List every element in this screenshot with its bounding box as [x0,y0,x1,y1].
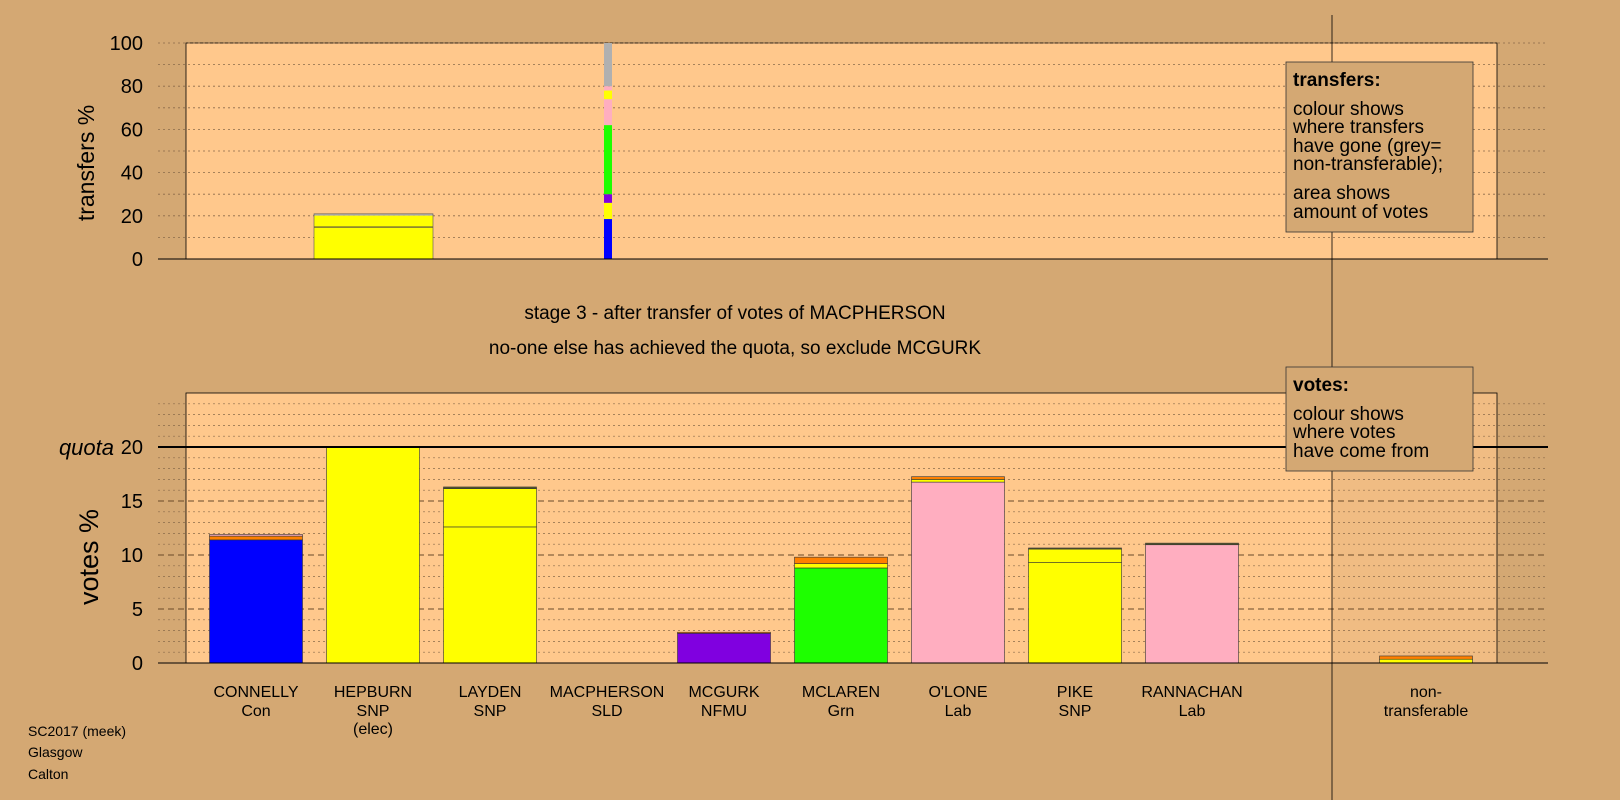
footer-line: Glasgow [28,744,83,760]
votes-y-axis-label: votes % [74,509,104,605]
transfer-bar-segment [604,86,612,91]
votes-bars [209,447,1473,664]
y-tick-label: 20 [121,437,143,459]
votes-legend-box [1285,366,1474,472]
vote-bar-segment [1145,542,1239,546]
transfer-bar-segment [604,194,612,203]
candidate-name: MCGURK [688,684,759,701]
votes-legend: votes: colour shows where votes have com… [1285,366,1474,472]
candidate-labels: CONNELLYConHEPBURNSNP(elec)LAYDENSNPMACP… [213,684,1468,738]
footer-line: Calton [28,766,68,782]
vote-bar-segment [209,535,303,541]
candidate-note: (elec) [353,721,393,738]
candidate-name: MACPHERSON [550,684,665,701]
vote-bar-segment [1028,562,1122,664]
transfers-tick-labels: 0 20 40 60 80 100 [110,33,143,271]
transfers-legend-title: transfers: [1293,70,1381,91]
vote-bar-segment [1379,655,1473,660]
candidate-name: MCLAREN [802,684,880,701]
candidate-name: RANNACHAN [1141,684,1242,701]
transfer-bar-segment [604,219,612,259]
vote-bar-segment [1145,544,1239,664]
y-tick-label: 100 [110,33,143,55]
candidate-name: O'LONE [928,684,987,701]
vote-bar-segment [326,447,420,664]
candidate-party: Con [241,703,270,720]
votes-legend-title: votes: [1293,375,1349,396]
vote-bar-segment [1379,658,1473,664]
vote-bar-segment [443,486,537,489]
transfers-panel: 0 20 40 60 80 100 transfers % [73,33,1548,271]
votes-tick-labels: 0 5 10 15 20 [121,437,143,675]
vote-bar-segment [794,556,888,564]
transfers-bars [313,43,612,260]
votes-legend-line: have come from [1293,441,1429,462]
y-tick-label: 80 [121,76,143,98]
y-tick-label: 15 [121,491,143,513]
candidate-party: Grn [828,703,855,720]
vote-bar-segment [443,526,537,664]
candidate-party: Lab [945,703,972,720]
vote-bar-segment [911,481,1005,664]
transfer-bar-segment [604,99,612,126]
candidate-name: CONNELLY [213,684,298,701]
candidate-name: LAYDEN [459,684,522,701]
y-tick-label: 40 [121,163,143,185]
vote-bar-segment [911,476,1005,480]
candidate-party: SLD [591,703,622,720]
transfers-legend-line: amount of votes [1293,202,1428,223]
candidate-party: transferable [1384,703,1469,720]
vote-bar-segment [911,479,1005,483]
transfer-bar-segment [314,213,433,216]
votes-legend-line: where votes [1292,422,1395,443]
footer-line: SC2017 (meek) [28,723,126,739]
transfers-legend-line: colour shows [1293,99,1404,120]
transfer-bar-segment [604,202,612,220]
transfers-legend-box [1285,61,1474,233]
vote-bar-segment [677,631,771,634]
vote-bar-segment [209,534,303,537]
y-tick-label: 0 [132,249,143,271]
candidate-name: HEPBURN [334,684,412,701]
stage-title: stage 3 - after transfer of votes of MAC… [524,303,945,324]
vote-bar-segment [794,567,888,664]
y-tick-label: 5 [132,599,143,621]
candidate-name: non- [1410,684,1442,701]
transfer-bar-segment [604,90,612,100]
candidate-party: Lab [1179,703,1206,720]
vote-bar-segment [1028,547,1122,550]
transfer-bar-segment [314,215,433,227]
transfer-bar-segment [314,226,433,228]
transfers-legend-line: have gone (grey= [1293,136,1441,157]
y-tick-label: 0 [132,653,143,675]
candidate-party: SNP [357,703,390,720]
transfer-bar-segment [314,227,433,259]
transfers-legend-line: area shows [1293,183,1390,204]
vote-bar-segment [209,539,303,664]
vote-bar-segment [443,488,537,528]
candidate-name: PIKE [1057,684,1093,701]
vote-bar-segment [677,632,771,664]
quota-label: quota [59,435,114,460]
candidate-party: SNP [1059,703,1092,720]
y-tick-label: 20 [121,206,143,228]
vote-bar-segment [794,563,888,569]
votes-legend-line: colour shows [1293,404,1404,425]
transfers-y-axis-label: transfers % [73,105,99,221]
stage-subtitle: no-one else has achieved the quota, so e… [489,338,981,359]
candidate-party: SNP [474,703,507,720]
y-tick-label: 10 [121,545,143,567]
transfers-legend: transfers: colour shows where transfers … [1285,61,1474,233]
candidate-party: NFMU [701,703,747,720]
transfer-bar-segment [604,125,612,195]
transfers-legend-line: where transfers [1292,117,1424,138]
y-tick-label: 60 [121,119,143,141]
transfer-bar-segment [604,43,612,87]
transfers-legend-line: non-transferable); [1293,154,1443,175]
vote-bar-segment [1028,548,1122,563]
